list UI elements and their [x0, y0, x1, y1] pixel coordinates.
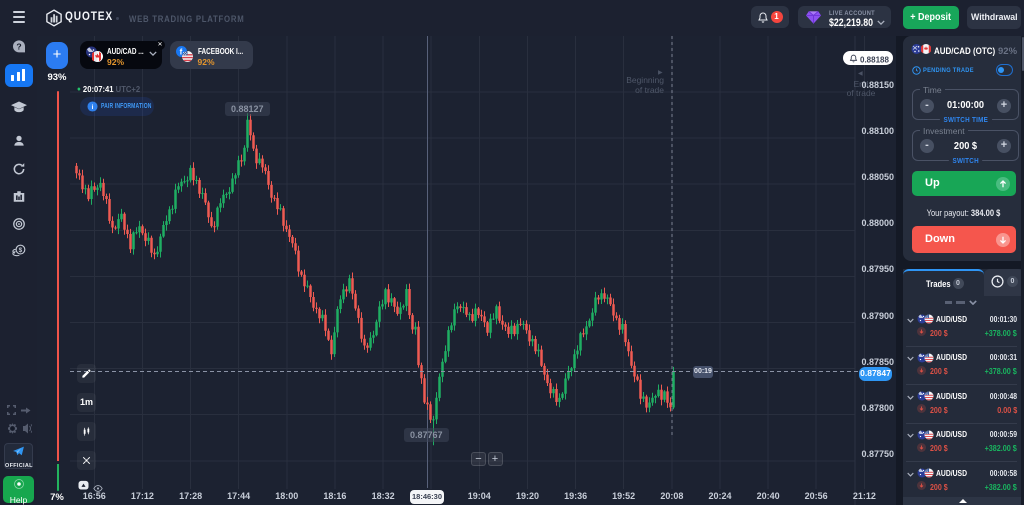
- svg-text:?: ?: [16, 41, 21, 51]
- svg-text:f: f: [179, 47, 182, 56]
- svg-text:i: i: [92, 104, 94, 111]
- svg-text:$: $: [18, 247, 22, 254]
